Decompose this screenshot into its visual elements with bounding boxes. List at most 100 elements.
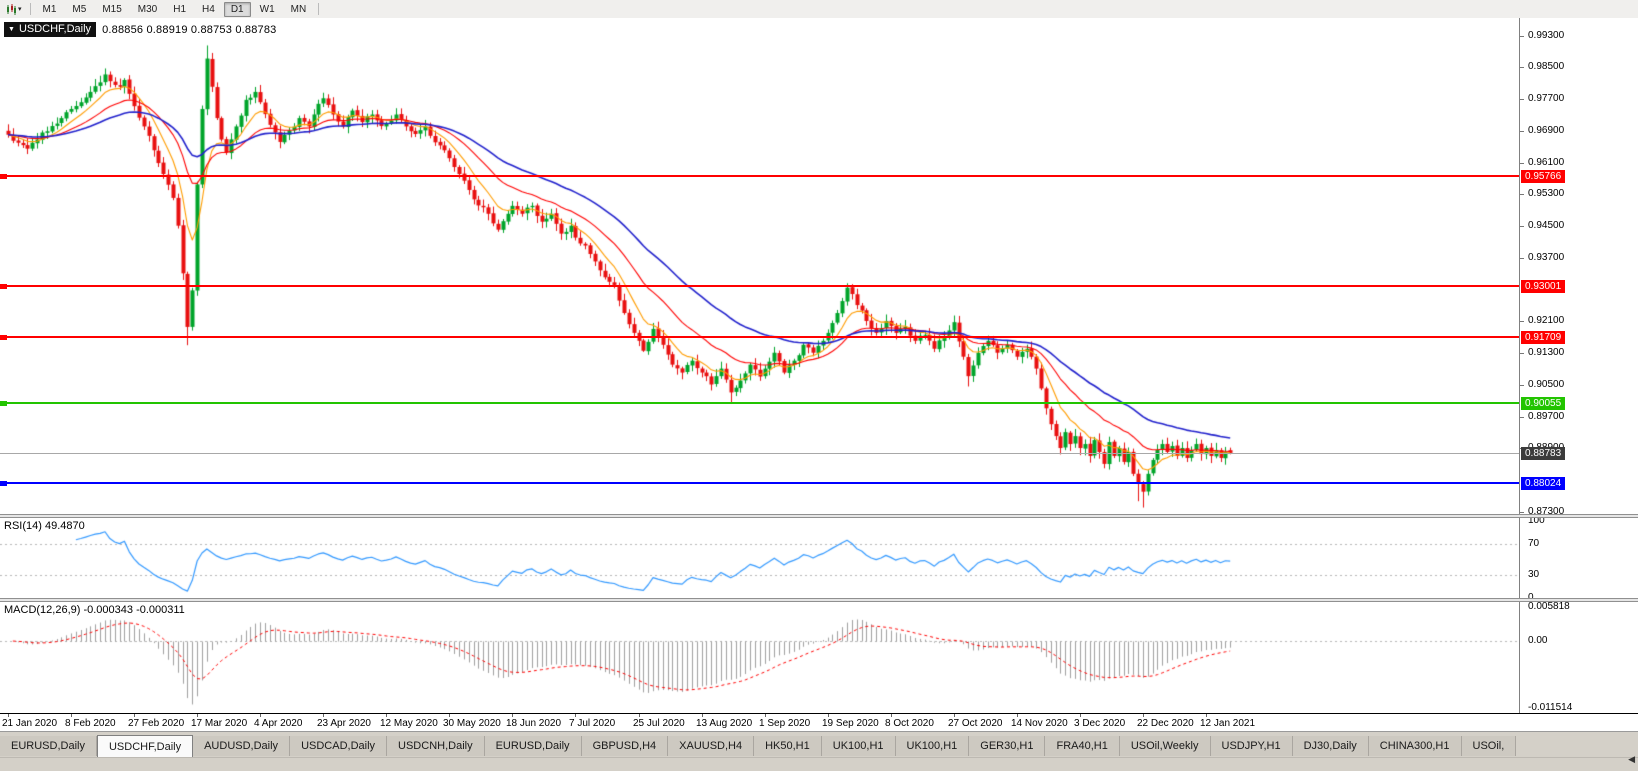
date-label: 30 May 2020: [443, 718, 501, 729]
price-tick-mark: [1520, 512, 1524, 513]
horizontal-line-0.93001[interactable]: [0, 285, 1519, 287]
splitter-rsi-macd[interactable]: [0, 598, 1638, 602]
timeframe-button-M5[interactable]: M5: [72, 3, 87, 15]
tab-XAUUSD-H4[interactable]: XAUUSD,H4: [668, 736, 755, 756]
timeframe-button-D1[interactable]: D1: [223, 1, 251, 17]
tab-USDCNH-Daily[interactable]: USDCNH,Daily: [387, 736, 485, 756]
tab-CHINA300-H1[interactable]: CHINA300,H1: [1368, 736, 1462, 756]
price-axis[interactable]: 0.99300 0.98500 0.97700 0.96900 0.96100 0.953…: [1519, 18, 1638, 713]
splitter-main-rsi[interactable]: [0, 514, 1638, 518]
tab-AUDUSD-Daily[interactable]: AUDUSD,Daily: [193, 736, 291, 756]
tab-USOil-Weekly[interactable]: USOil,Weekly: [1119, 736, 1211, 756]
date-label: 19 Sep 2020: [822, 718, 879, 729]
timeframe-button-H1[interactable]: H1: [173, 3, 187, 15]
timeframe-button-W1[interactable]: W1: [259, 3, 275, 15]
tab-bar: EURUSD,Daily USDCHF,Daily AUDUSD,Daily USDC…: [0, 731, 1638, 758]
date-label: 1 Sep 2020: [759, 718, 811, 729]
rsi-tick-label: 100: [1528, 515, 1545, 526]
tab-EURUSD-Daily[interactable]: EURUSD,Daily: [484, 736, 582, 756]
price-tick-mark: [1520, 163, 1524, 164]
rsi-tick-label: 30: [1528, 569, 1540, 580]
tab-USOil-[interactable]: USOil,: [1461, 736, 1517, 756]
date-tick-mark: [702, 714, 703, 717]
macd-panel-canvas[interactable]: [0, 602, 1519, 713]
bid-line: [0, 453, 1519, 454]
hline-price-label: 0.90055: [1521, 397, 1566, 410]
tab-USDJPY-H1[interactable]: USDJPY,H1: [1210, 736, 1293, 756]
date-label: 8 Oct 2020: [885, 718, 934, 729]
timeframe-button-M1[interactable]: M1: [42, 3, 57, 15]
date-label: 13 Aug 2020: [696, 718, 753, 729]
tab-DJ30-Daily[interactable]: DJ30,Daily: [1292, 736, 1369, 756]
price-tick-mark: [1520, 99, 1524, 100]
tab-GER30-H1[interactable]: GER30,H1: [969, 736, 1046, 756]
tab-HK50-H1[interactable]: HK50,H1: [754, 736, 822, 756]
toolbar: ▾ M1 M5 M15 M30 H1 H4 D1 W1 MN: [0, 0, 1638, 19]
date-label: 23 Apr 2020: [317, 718, 371, 729]
price-tick-label: 0.90500: [1528, 379, 1565, 390]
toolbar-separator: [318, 3, 320, 15]
tab-UK100-H1[interactable]: UK100,H1: [821, 736, 896, 756]
date-label: 3 Dec 2020: [1074, 718, 1126, 729]
price-tick-label: 0.95300: [1528, 188, 1565, 199]
macd-tick-label: 0.005818: [1528, 601, 1570, 612]
tab-scroll-left-icon[interactable]: ◀: [1628, 754, 1635, 764]
toolbar-separator: [29, 3, 31, 15]
horizontal-line-0.91709[interactable]: [0, 336, 1519, 338]
date-label: 12 May 2020: [380, 718, 438, 729]
hline-price-label: 0.91709: [1521, 331, 1566, 344]
price-tick-mark: [1520, 194, 1524, 195]
price-tick-mark: [1520, 36, 1524, 37]
horizontal-line-0.90055[interactable]: [0, 402, 1519, 404]
date-tick-mark: [575, 714, 576, 717]
tab-EURUSD-Daily[interactable]: EURUSD,Daily: [0, 736, 97, 756]
date-label: 27 Feb 2020: [128, 718, 185, 729]
date-label: 14 Nov 2020: [1011, 718, 1068, 729]
date-label: 8 Feb 2020: [65, 718, 116, 729]
timeframe-group: M1 M5 M15 M30 H1 H4 D1 W1 MN: [35, 1, 315, 17]
price-tick-mark: [1520, 258, 1524, 259]
rsi-tick-label: 0: [1528, 592, 1534, 604]
macd-tick-label: 0.00: [1528, 635, 1548, 646]
price-tick-label: 0.89700: [1528, 411, 1565, 422]
timeframe-button-M15[interactable]: M15: [102, 3, 122, 15]
timeframe-button-M30[interactable]: M30: [137, 3, 158, 15]
tab-USDCHF-Daily[interactable]: USDCHF,Daily: [96, 735, 194, 758]
chart-type-button[interactable]: ▾: [2, 3, 26, 16]
date-tick-mark: [71, 714, 72, 717]
tab-GBPUSD-H4[interactable]: GBPUSD,H4: [581, 736, 669, 756]
line-drag-handle[interactable]: [0, 335, 7, 340]
date-tick-mark: [891, 714, 892, 717]
tab-USDCAD-Daily[interactable]: USDCAD,Daily: [290, 736, 388, 756]
horizontal-line-0.95766[interactable]: [0, 175, 1519, 177]
price-tick-mark: [1520, 67, 1524, 68]
date-tick-mark: [8, 714, 9, 717]
tab-UK100-H1[interactable]: UK100,H1: [895, 736, 970, 756]
date-label: 7 Jul 2020: [569, 718, 616, 729]
price-tick-label: 0.98500: [1528, 61, 1565, 72]
main-chart-canvas[interactable]: [0, 18, 1519, 514]
tab-FRA40-H1[interactable]: FRA40,H1: [1045, 736, 1120, 756]
rsi-tick-label: 70: [1528, 538, 1540, 549]
date-tick-mark: [1017, 714, 1018, 717]
horizontal-line-0.88024[interactable]: [0, 482, 1519, 484]
date-axis[interactable]: 21 Jan 2020 8 Feb 2020 27 Feb 2020 17 Mar 2…: [0, 713, 1638, 731]
line-drag-handle[interactable]: [0, 481, 7, 486]
symbol-tag[interactable]: ▼ USDCHF,Daily: [4, 22, 97, 37]
rsi-panel-canvas[interactable]: [0, 518, 1519, 598]
date-label: 25 Jul 2020: [633, 718, 685, 729]
candlestick-chart-icon: [7, 3, 16, 15]
one-click-caret-icon: ▼: [8, 25, 15, 33]
date-label: 21 Jan 2020: [2, 718, 58, 729]
timeframe-button-H4[interactable]: H4: [202, 3, 215, 15]
timeframe-button-MN[interactable]: MN: [290, 3, 307, 15]
line-drag-handle[interactable]: [0, 401, 7, 406]
date-label: 4 Apr 2020: [254, 718, 303, 729]
line-drag-handle[interactable]: [0, 284, 7, 289]
price-tick-mark: [1520, 417, 1524, 418]
date-tick-mark: [323, 714, 324, 717]
price-tick-label: 0.96900: [1528, 125, 1565, 136]
date-tick-mark: [1206, 714, 1207, 717]
line-drag-handle[interactable]: [0, 174, 7, 179]
price-tick-mark: [1520, 226, 1524, 227]
